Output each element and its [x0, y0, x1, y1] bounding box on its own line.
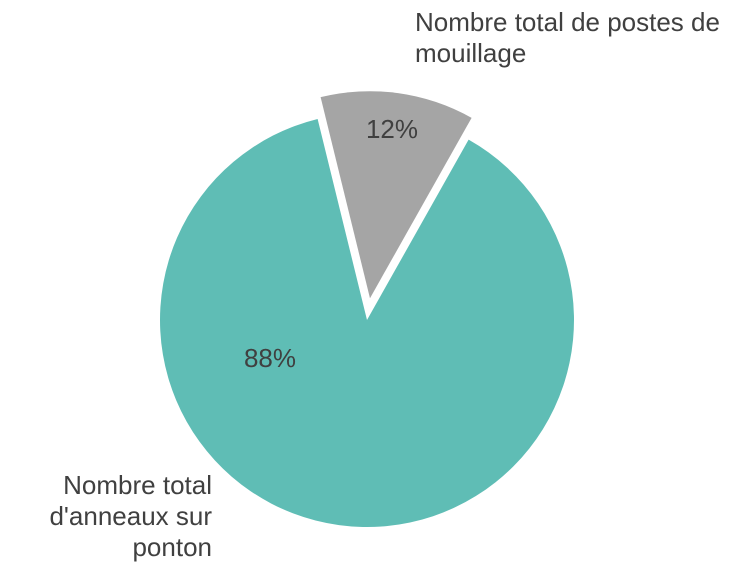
pie-slice	[320, 91, 472, 299]
category-label: Nombre total de postes de mouillage	[415, 7, 720, 68]
data-label: 88%	[244, 343, 296, 373]
data-label: 12%	[366, 114, 418, 144]
category-label: Nombre total d'anneaux sur ponton	[49, 470, 212, 562]
pie-slice	[159, 118, 574, 528]
